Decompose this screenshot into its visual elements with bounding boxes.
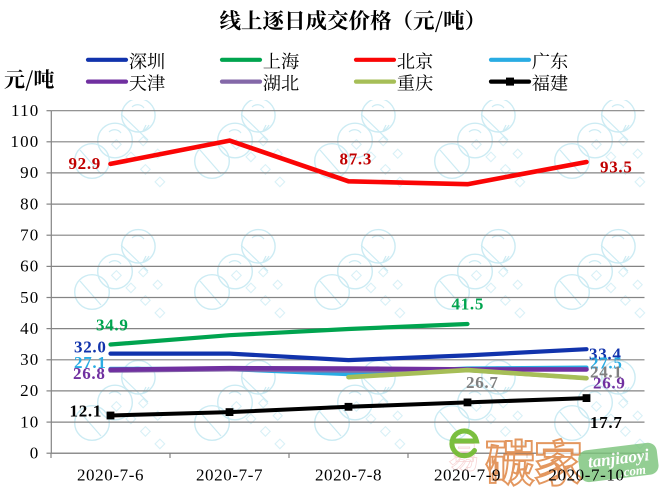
svg-text:90: 90 <box>20 163 39 182</box>
svg-text:34.9: 34.9 <box>96 316 129 335</box>
svg-text:12.1: 12.1 <box>70 402 103 421</box>
svg-text:33.4: 33.4 <box>589 345 622 364</box>
svg-text:41.5: 41.5 <box>452 295 485 314</box>
svg-text:26.7: 26.7 <box>466 373 499 392</box>
svg-text:2020-7-8: 2020-7-8 <box>315 466 382 485</box>
svg-text:2020-7-10: 2020-7-10 <box>548 466 624 485</box>
svg-text:17.7: 17.7 <box>590 413 623 432</box>
svg-text:27.1: 27.1 <box>74 353 107 372</box>
svg-text:93.5: 93.5 <box>600 158 633 177</box>
svg-text:110: 110 <box>11 101 39 120</box>
svg-text:20: 20 <box>20 381 39 400</box>
svg-text:50: 50 <box>20 288 39 307</box>
svg-text:26.9: 26.9 <box>593 374 626 393</box>
svg-text:27.5: 27.5 <box>590 354 623 373</box>
svg-text:2020-7-7: 2020-7-7 <box>196 466 263 485</box>
svg-text:92.9: 92.9 <box>68 154 101 173</box>
svg-text:2020-7-9: 2020-7-9 <box>434 466 501 485</box>
svg-text:70: 70 <box>20 226 39 245</box>
svg-text:0: 0 <box>30 444 40 463</box>
svg-text:80: 80 <box>20 194 39 213</box>
svg-text:87.3: 87.3 <box>340 150 373 169</box>
svg-text:10: 10 <box>20 412 39 431</box>
svg-text:26.8: 26.8 <box>73 364 106 383</box>
svg-text:60: 60 <box>20 257 39 276</box>
svg-text:24.1: 24.1 <box>590 363 623 382</box>
svg-text:30: 30 <box>20 350 39 369</box>
svg-text:.com: .com <box>619 462 646 480</box>
svg-text:2020-7-6: 2020-7-6 <box>77 466 144 485</box>
svg-text:100: 100 <box>10 132 39 151</box>
svg-text:40: 40 <box>20 319 39 338</box>
svg-text:32.0: 32.0 <box>74 337 107 356</box>
